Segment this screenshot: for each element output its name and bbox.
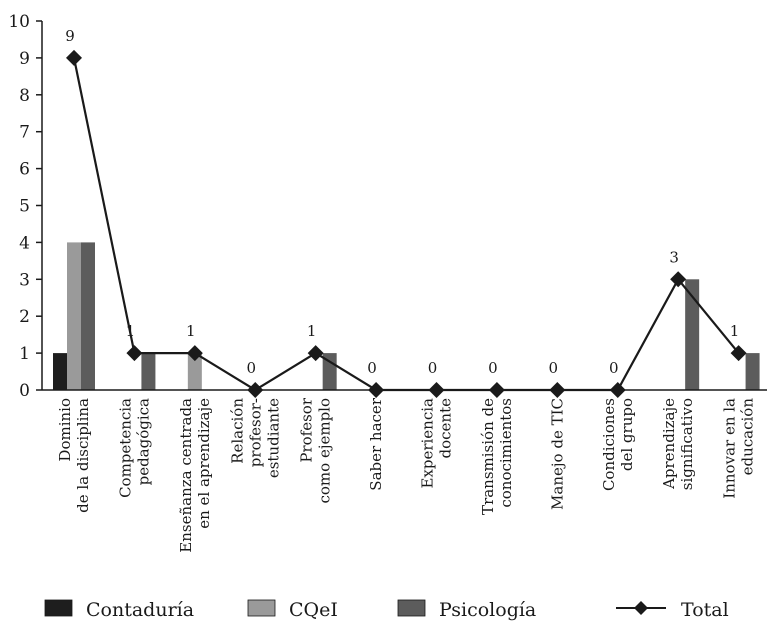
legend-label: Psicología bbox=[439, 599, 536, 621]
total-data-label: 1 bbox=[186, 322, 196, 340]
total-data-label: 0 bbox=[428, 359, 438, 377]
y-tick-label: 2 bbox=[19, 307, 30, 327]
category-label: Experiencia docente bbox=[419, 398, 455, 489]
total-data-label: 1 bbox=[307, 322, 317, 340]
category-label-line: estudiante bbox=[264, 398, 282, 478]
category-label-line: Profesor bbox=[298, 397, 316, 462]
category-label-line: en el aprendizaje bbox=[195, 398, 213, 529]
total-data-label: 0 bbox=[549, 359, 559, 377]
total-data-label: 1 bbox=[730, 322, 740, 340]
category-label-line: Relación bbox=[228, 398, 246, 464]
category-label-line: Enseñanza centrada bbox=[177, 398, 195, 553]
category-label-line: Experiencia bbox=[419, 398, 437, 489]
total-data-label: 0 bbox=[367, 359, 377, 377]
total-data-label: 0 bbox=[488, 359, 498, 377]
category-label-line: Condiciones bbox=[600, 398, 618, 491]
y-tick-label: 9 bbox=[19, 49, 30, 69]
total-data-label: 3 bbox=[669, 248, 679, 266]
legend-swatch bbox=[44, 599, 73, 617]
category-label-line: pedagógica bbox=[134, 398, 152, 485]
category-label-line: Aprendizaje bbox=[660, 398, 678, 490]
y-tick-label: 4 bbox=[19, 233, 30, 253]
y-tick-label: 6 bbox=[19, 160, 30, 180]
y-tick-label: 5 bbox=[19, 197, 30, 217]
category-label-line: como ejemplo bbox=[316, 398, 334, 504]
total-point bbox=[186, 345, 203, 362]
category-label: Saber hacer bbox=[367, 397, 385, 491]
category-label: Enseñanza centrada en el aprendizaje bbox=[177, 398, 213, 553]
total-point bbox=[307, 345, 324, 362]
y-tick-label: 1 bbox=[19, 344, 30, 364]
category-label-line: educación bbox=[739, 398, 757, 476]
category-label-line: Dominio bbox=[56, 398, 74, 462]
bar-psicolog-a bbox=[81, 242, 95, 390]
category-label: Condiciones del grupo bbox=[600, 398, 636, 491]
y-tick-label: 7 bbox=[19, 123, 30, 143]
category-label: Aprendizaje significativo bbox=[660, 398, 696, 490]
category-label-line: Competencia bbox=[116, 398, 134, 498]
total-data-label: 0 bbox=[609, 359, 619, 377]
total-point bbox=[126, 345, 143, 362]
bar-psicolog-a bbox=[685, 279, 700, 390]
bar-cqei bbox=[67, 242, 81, 390]
legend: Contaduría CQeI Psicología Total bbox=[44, 599, 729, 621]
legend-swatch bbox=[247, 599, 276, 617]
total-data-label: 1 bbox=[126, 322, 136, 340]
bar-cqei bbox=[187, 353, 202, 390]
y-axis: 0 1 2 3 4 5 6 7 8 9 10 bbox=[8, 12, 43, 401]
y-tick-label: 8 bbox=[19, 86, 30, 106]
y-tick-label: 3 bbox=[19, 270, 30, 290]
bar-psicolog-a bbox=[322, 353, 337, 390]
total-data-label: 9 bbox=[65, 27, 75, 45]
total-point bbox=[66, 49, 82, 66]
total-point bbox=[730, 345, 747, 362]
total-point bbox=[670, 271, 687, 288]
bar-contadur-a bbox=[53, 353, 67, 390]
category-label: Manejo de TIC bbox=[548, 398, 566, 510]
legend-swatch bbox=[397, 599, 426, 617]
data-labels: 9 1 1 0 1 0 0 0 0 0 3 1 bbox=[65, 27, 739, 377]
category-label-line: Manejo de TIC bbox=[548, 398, 566, 510]
bar-psicolog-a bbox=[745, 353, 760, 390]
total-data-label: 0 bbox=[246, 359, 256, 377]
x-axis: Dominio de la disciplina Competencia pedagó… bbox=[42, 389, 767, 553]
category-label: Transmisión de conocimientos bbox=[479, 398, 515, 515]
legend-label: CQeI bbox=[289, 599, 338, 621]
category-label-line: del grupo bbox=[618, 398, 636, 471]
category-label-line: Innovar en la bbox=[721, 398, 739, 499]
category-label: Competencia pedagógica bbox=[116, 398, 152, 498]
legend-marker bbox=[634, 601, 648, 615]
category-label-line: Saber hacer bbox=[367, 397, 385, 491]
total-line bbox=[66, 49, 747, 398]
category-label: Dominio de la disciplina bbox=[56, 398, 92, 513]
category-label-line: Transmisión de bbox=[479, 398, 497, 515]
category-label: Innovar en la educación bbox=[721, 398, 757, 499]
y-tick-label: 0 bbox=[19, 381, 30, 401]
bars bbox=[53, 242, 760, 390]
category-label-line: profesor- bbox=[246, 398, 264, 467]
category-label-line: de la disciplina bbox=[74, 398, 92, 513]
legend-label: Contaduría bbox=[86, 599, 194, 621]
category-label-line: docente bbox=[437, 398, 455, 459]
bar-psicolog-a bbox=[141, 353, 156, 390]
total-series-line bbox=[72, 57, 740, 392]
category-label-line: conocimientos bbox=[497, 398, 515, 508]
y-tick-label: 10 bbox=[8, 12, 30, 32]
category-label: Relación profesor-estudiante bbox=[228, 398, 282, 478]
category-label-line: significativo bbox=[678, 398, 696, 490]
category-label: Profesor como ejemplo bbox=[298, 397, 334, 503]
legend-label: Total bbox=[681, 599, 729, 621]
